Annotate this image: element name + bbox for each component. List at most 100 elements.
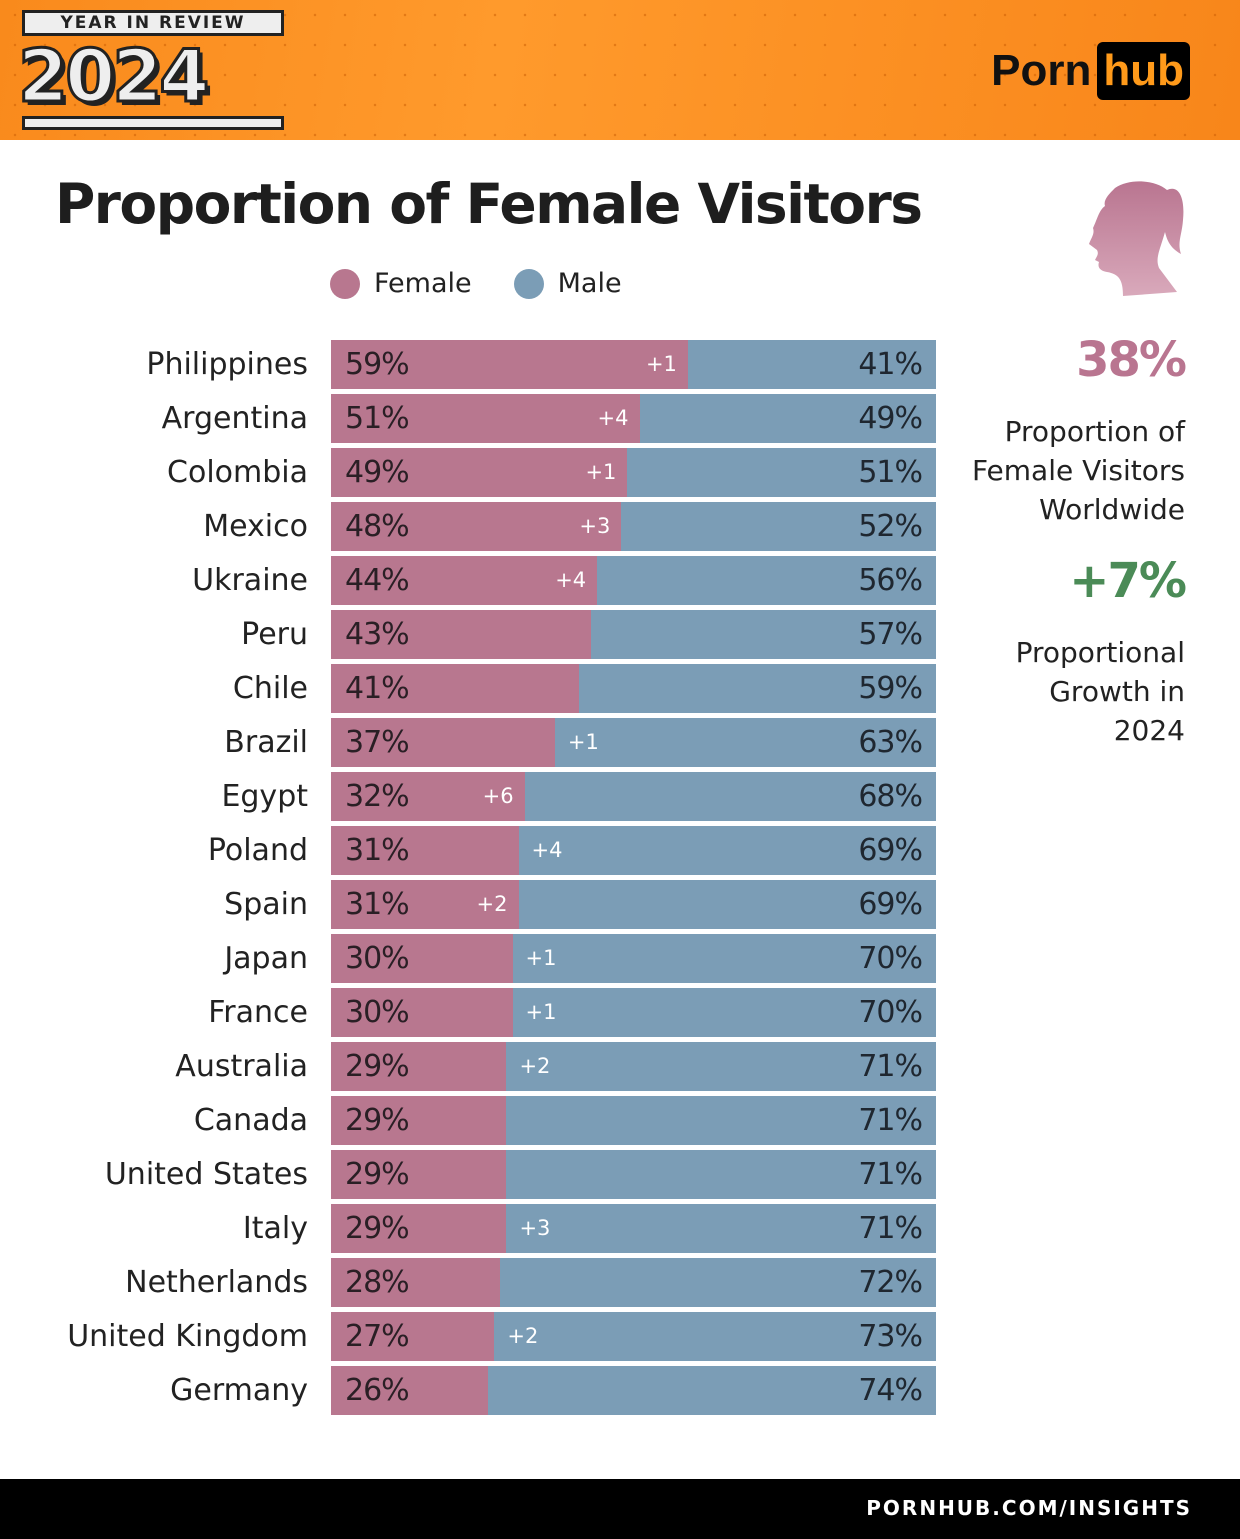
male-bar-segment bbox=[554, 718, 936, 767]
female-bar-segment bbox=[331, 448, 628, 497]
chart-row: Colombia 49% 51% +1 bbox=[0, 448, 940, 497]
country-label: Chile bbox=[232, 671, 308, 706]
chart-row: United Kingdom 27% 73% +2 bbox=[0, 1312, 940, 1361]
country-label: Mexico bbox=[203, 509, 308, 544]
female-bar-segment bbox=[331, 1312, 495, 1361]
stacked-bar: 26% 74% bbox=[331, 1366, 936, 1415]
male-bar-segment bbox=[506, 1204, 936, 1253]
legend-female-swatch bbox=[330, 268, 360, 299]
male-value-label: 56% bbox=[858, 563, 923, 598]
chart-row: Netherlands 28% 72% bbox=[0, 1258, 940, 1307]
male-bar-segment bbox=[518, 880, 936, 929]
growth-percent: +7% bbox=[1069, 553, 1187, 609]
female-bar-segment bbox=[331, 1150, 507, 1199]
country-label: Brazil bbox=[224, 725, 308, 760]
chart-row: United States 29% 71% bbox=[0, 1150, 940, 1199]
male-bar-segment bbox=[627, 448, 936, 497]
male-bar-segment bbox=[591, 610, 936, 659]
worldwide-stat: 38% Proportion of Female Visitors Worldw… bbox=[972, 332, 1187, 529]
male-bar-segment bbox=[500, 1258, 936, 1307]
chart-row: Peru 43% 57% bbox=[0, 610, 940, 659]
male-value-label: 73% bbox=[858, 1319, 923, 1354]
badge-top-text: YEAR IN REVIEW bbox=[22, 10, 284, 36]
legend-male-swatch bbox=[513, 268, 544, 299]
female-value-label: 30% bbox=[345, 995, 410, 1030]
growth-stat: +7% Proportional Growth in 2024 bbox=[1016, 553, 1187, 750]
chart-row: Canada 29% 71% bbox=[0, 1096, 940, 1145]
worldwide-female-percent: 38% bbox=[1076, 332, 1187, 388]
country-label: United States bbox=[104, 1157, 308, 1192]
country-label: Philippines bbox=[146, 347, 308, 382]
country-label: Canada bbox=[193, 1103, 308, 1138]
male-value-label: 63% bbox=[858, 725, 923, 760]
male-value-label: 57% bbox=[858, 617, 923, 652]
change-label: +3 bbox=[579, 514, 611, 538]
country-label: France bbox=[208, 995, 308, 1030]
logo-right: hub bbox=[1097, 42, 1190, 100]
stat1-desc-line: Proportion of bbox=[1004, 415, 1185, 448]
female-value-label: 30% bbox=[345, 941, 410, 976]
year-in-review-badge: YEAR IN REVIEW 2024 bbox=[17, 10, 288, 130]
male-value-label: 70% bbox=[858, 941, 923, 976]
change-label: +3 bbox=[519, 1216, 551, 1240]
change-label: +4 bbox=[531, 838, 563, 862]
legend-male: Male bbox=[513, 268, 622, 299]
stacked-bar: 28% 72% bbox=[331, 1258, 936, 1307]
header-banner: YEAR IN REVIEW 2024 Porn hub bbox=[0, 0, 1240, 140]
female-bar-segment bbox=[331, 340, 688, 389]
female-bar-segment bbox=[331, 1366, 489, 1415]
country-label: Spain bbox=[224, 887, 308, 922]
change-label: +4 bbox=[597, 406, 629, 430]
stacked-bar: 48% 52% +3 bbox=[331, 502, 936, 551]
female-value-label: 59% bbox=[345, 347, 410, 382]
legend-male-label: Male bbox=[557, 268, 622, 299]
male-value-label: 68% bbox=[858, 779, 923, 814]
chart-row: Poland 31% 69% +4 bbox=[0, 826, 940, 875]
country-label: Poland bbox=[207, 833, 308, 868]
country-label: Ukraine bbox=[192, 563, 308, 598]
stat2-desc-line: Growth in bbox=[1049, 675, 1185, 708]
male-bar-segment bbox=[518, 826, 936, 875]
female-bar-segment bbox=[331, 718, 555, 767]
female-bar-segment bbox=[331, 394, 640, 443]
footer: PORNHUB.COM/INSIGHTS bbox=[0, 1479, 1240, 1539]
change-label: +4 bbox=[555, 568, 587, 592]
female-silhouette-icon bbox=[1089, 181, 1184, 296]
male-value-label: 70% bbox=[858, 995, 923, 1030]
country-label: Netherlands bbox=[125, 1265, 308, 1300]
stacked-bar: 51% 49% +4 bbox=[331, 394, 936, 443]
male-value-label: 52% bbox=[858, 509, 923, 544]
country-label: Egypt bbox=[221, 779, 308, 814]
stat1-desc-line: Worldwide bbox=[1039, 493, 1185, 526]
stacked-bar: 30% 70% +1 bbox=[331, 988, 936, 1037]
chart-row: Spain 31% 69% +2 bbox=[0, 880, 940, 929]
stacked-bar: 49% 51% +1 bbox=[331, 448, 936, 497]
female-value-label: 41% bbox=[345, 671, 410, 706]
male-bar-segment bbox=[494, 1312, 936, 1361]
chart-row: Japan 30% 70% +1 bbox=[0, 934, 940, 983]
female-value-label: 31% bbox=[345, 833, 410, 868]
chart-row: Italy 29% 71% +3 bbox=[0, 1204, 940, 1253]
stacked-bar: 44% 56% +4 bbox=[331, 556, 936, 605]
female-bar-segment bbox=[331, 1042, 507, 1091]
male-bar-segment bbox=[597, 556, 936, 605]
chart-row: Argentina 51% 49% +4 bbox=[0, 394, 940, 443]
stacked-bar: 31% 69% +4 bbox=[331, 826, 936, 875]
stacked-bar: 43% 57% bbox=[331, 610, 936, 659]
country-label: Peru bbox=[241, 617, 308, 652]
male-value-label: 71% bbox=[858, 1157, 923, 1192]
male-bar-segment bbox=[506, 1150, 936, 1199]
footer-url[interactable]: PORNHUB.COM/INSIGHTS bbox=[866, 1496, 1192, 1520]
male-value-label: 72% bbox=[858, 1265, 923, 1300]
female-bar-segment bbox=[331, 556, 598, 605]
brand-logo: Porn hub bbox=[991, 42, 1190, 100]
female-bar-segment bbox=[331, 988, 513, 1037]
male-value-label: 59% bbox=[858, 671, 923, 706]
chart-row: Philippines 59% 41% +1 bbox=[0, 340, 940, 389]
male-value-label: 71% bbox=[858, 1103, 923, 1138]
stacked-bar: 30% 70% +1 bbox=[331, 934, 936, 983]
female-value-label: 48% bbox=[345, 509, 410, 544]
legend-female-label: Female bbox=[374, 268, 472, 299]
female-value-label: 32% bbox=[345, 779, 410, 814]
country-label: Argentina bbox=[161, 401, 308, 436]
